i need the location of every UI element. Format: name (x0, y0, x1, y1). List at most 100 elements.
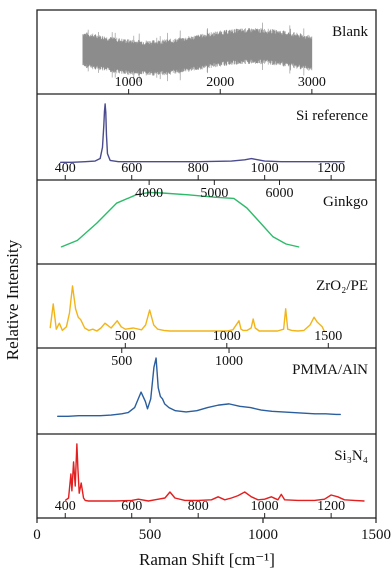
data-point (313, 316, 315, 318)
y-axis-label: Relative Intensity (3, 239, 22, 360)
panel-label-3: ZrO₂/PE (316, 278, 368, 294)
top-tick-label: 5000 (200, 186, 228, 201)
data-point (217, 404, 219, 406)
panel-label-4: PMMA/AlN (292, 362, 368, 378)
series-line-2 (60, 191, 300, 248)
bottom-tick-label: 1200 (317, 499, 345, 514)
data-point (218, 330, 220, 332)
data-point (64, 500, 66, 501)
data-point (195, 330, 197, 332)
data-point (354, 500, 355, 501)
data-point (363, 500, 365, 502)
data-point (104, 111, 105, 112)
x-axis-label: Raman Shift [cm⁻¹] (139, 550, 275, 569)
data-point (71, 490, 73, 492)
bottom-tick-label: 1200 (317, 161, 345, 176)
bottom-tick-label: 600 (121, 499, 142, 514)
data-point (124, 328, 126, 330)
data-point (314, 413, 316, 415)
data-point (133, 327, 134, 329)
data-point (88, 500, 89, 502)
data-point (103, 125, 105, 127)
data-point (239, 405, 241, 407)
bottom-tick-label: 2000 (206, 75, 234, 90)
bottom-tick-label: 400 (55, 161, 76, 176)
data-point (157, 328, 159, 330)
data-point (314, 500, 315, 501)
data-point (77, 316, 79, 318)
data-point (59, 161, 61, 163)
data-point (70, 473, 72, 475)
bottom-tick-label: 600 (121, 161, 142, 176)
data-point (271, 410, 273, 412)
top-tick-label: 1000 (215, 354, 243, 369)
data-point (324, 498, 325, 500)
series-line-5 (64, 443, 365, 502)
data-point (303, 330, 305, 331)
data-point (277, 330, 278, 332)
data-point (104, 322, 106, 324)
data-point (291, 330, 293, 331)
data-point (61, 330, 63, 331)
data-point (141, 329, 142, 331)
data-point (159, 396, 161, 397)
data-point (260, 409, 262, 411)
data-point (246, 330, 248, 331)
data-point (144, 401, 146, 402)
data-point (206, 330, 207, 332)
data-point (75, 308, 76, 310)
panel-label-5: Si₃N₄ (334, 448, 368, 464)
data-point (224, 499, 226, 501)
data-point (84, 161, 86, 163)
data-point (297, 500, 299, 501)
top-tick-label: 6000 (266, 186, 294, 201)
data-point (60, 246, 62, 248)
data-point (211, 499, 212, 501)
data-point (56, 415, 58, 417)
data-point (231, 160, 232, 162)
data-point (149, 309, 151, 311)
data-point (264, 498, 266, 500)
data-point (84, 327, 86, 329)
data-point (52, 303, 54, 305)
data-point (105, 112, 107, 114)
bottom-tick-label: 800 (188, 499, 209, 514)
bottom-tick-label: 800 (188, 161, 209, 176)
data-point (284, 499, 285, 501)
data-point (102, 147, 103, 148)
data-point (316, 321, 318, 323)
data-point (99, 158, 101, 159)
data-point (157, 498, 159, 500)
data-point (309, 324, 311, 326)
data-point (244, 159, 246, 161)
data-point (94, 160, 96, 162)
data-point (137, 498, 139, 500)
data-point (287, 328, 289, 330)
data-point (55, 328, 57, 330)
data-point (72, 285, 73, 287)
data-point (110, 327, 112, 329)
data-point (325, 413, 326, 415)
data-point (254, 327, 256, 329)
data-point (88, 330, 90, 331)
data-point (283, 328, 285, 330)
panel-label-1: Si reference (296, 108, 368, 124)
bottom-tick-label: 1500 (314, 329, 342, 344)
x-tick-label: 1500 (361, 527, 391, 543)
data-point (272, 236, 274, 238)
data-point (233, 198, 235, 199)
data-point (80, 319, 82, 320)
panel-4: PMMA/AlN 500 1000 (56, 348, 368, 417)
data-point (157, 387, 159, 389)
data-point (147, 500, 149, 502)
bottom-tick-label: 1000 (251, 161, 279, 176)
data-point (121, 413, 123, 415)
x-tick-label: 0 (33, 527, 41, 543)
bottom-tick-label: 500 (115, 329, 136, 344)
data-point (77, 240, 78, 241)
data-point (177, 330, 179, 332)
data-point (99, 415, 101, 417)
data-point (297, 161, 299, 163)
data-point (69, 312, 70, 314)
panel-2: Ginkgo 4000 5000 6000 (60, 180, 368, 248)
